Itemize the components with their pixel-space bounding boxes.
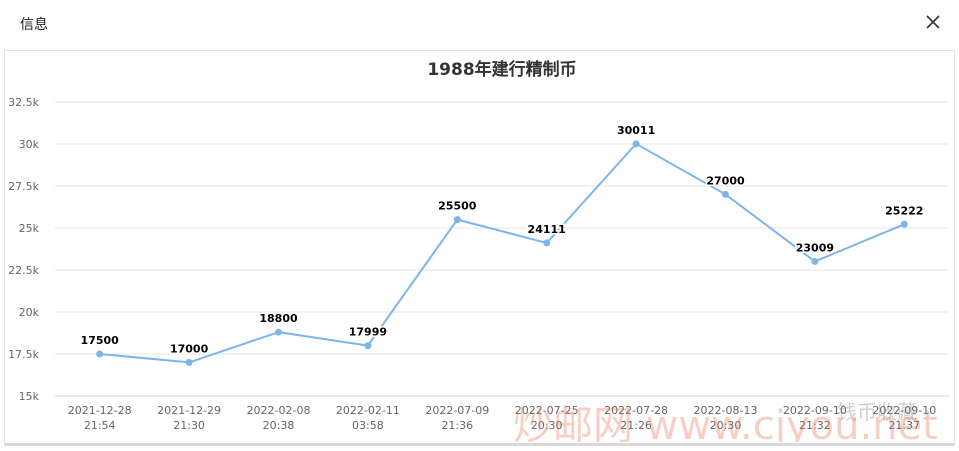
data-point [722,190,729,198]
chart-title: 1988年建行精制币 [427,59,576,80]
data-label: 17999 [349,326,387,339]
close-icon[interactable] [921,10,945,34]
y-tick-label: 25k [19,222,40,235]
data-point [811,257,819,265]
data-label: 25500 [438,200,477,213]
series-line [99,142,905,364]
data-label: 17500 [81,334,120,347]
data-point [543,239,551,247]
y-tick-label: 15k [19,390,40,403]
x-tick-label: 2021-12-28 21:54 [68,404,132,432]
data-label: 18800 [259,312,298,325]
data-label: 17000 [170,342,209,355]
dialog-header: 信息 [0,0,959,48]
watermark-text: 钱币收藏 [837,400,917,424]
x-tick-label: 2022-07-28 21:26 [604,404,668,432]
y-tick-label: 30k [19,138,40,151]
data-point [900,220,908,228]
y-tick-label: 27.5k [8,180,39,193]
x-tick-label: 2022-07-09 21:36 [425,404,489,432]
dialog-title: 信息 [20,17,48,33]
watermark-text: 炒邮网 www.cjyou.net [513,403,938,442]
x-tick-label: 2022-09-10 21:32 [783,404,847,432]
data-label: 25222 [885,204,923,217]
y-tick-label: 17.5k [8,348,39,361]
data-point [275,328,282,336]
y-tick-label: 20k [19,306,40,319]
data-point [453,216,461,224]
price-line-chart: 1988年建行精制币 15k 17.5k 20k 22.5k 25k 27.5k 30k 32.… [8,59,949,449]
data-label: 27000 [706,174,745,187]
data-point [185,358,193,366]
data-point [364,342,372,350]
data-label: 30011 [617,124,655,137]
y-tick-label: 22.5k [8,264,39,277]
x-tick-label: 2021-12-29 21:30 [157,404,221,432]
x-tick-label: 2022-07-25 20:30 [515,404,579,432]
chart-panel: 1988年建行精制币 15k 17.5k 20k 22.5k 25k 27.5k 30k 32.… [4,50,955,449]
data-label: 23009 [796,241,834,254]
y-tick-label: 32.5k [8,96,39,109]
x-tick-label: 2022-09-10 21:37 [872,404,936,432]
data-point [96,350,104,358]
x-tick-label: 2022-02-11 03:58 [336,404,400,432]
x-tick-label: 2022-08-13 20:30 [694,404,758,432]
data-point [632,140,640,148]
data-label: 24111 [528,223,566,236]
x-tick-label: 2022-02-08 20:38 [247,404,311,432]
